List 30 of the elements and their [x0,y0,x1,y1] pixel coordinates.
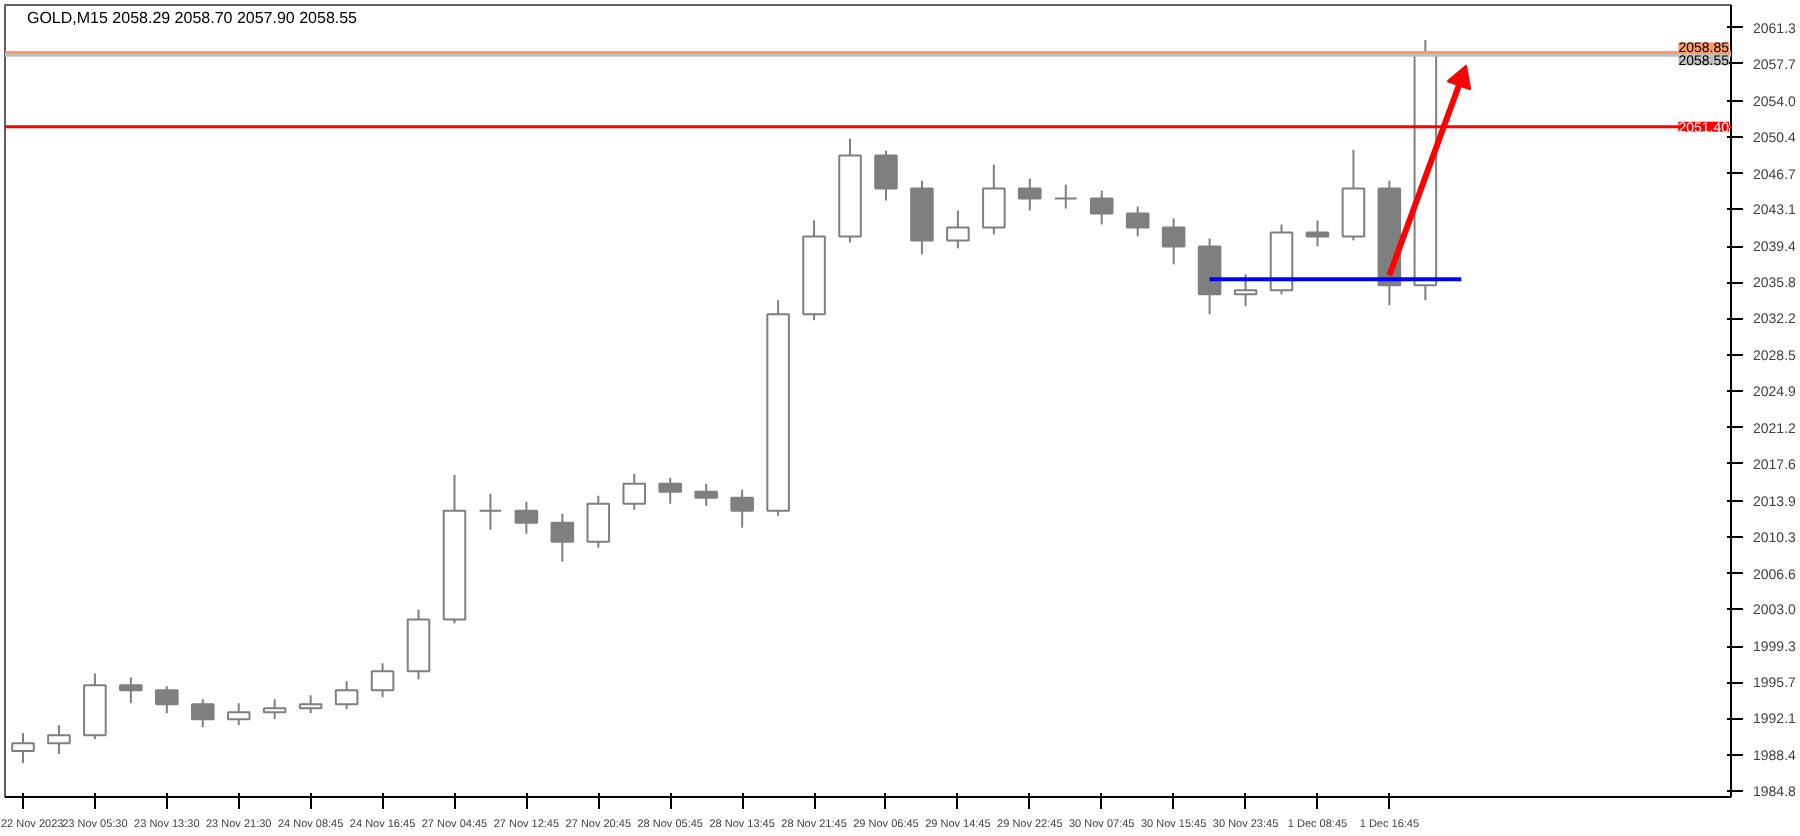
candlestick [622,472,647,511]
candlestick [47,724,71,756]
candlestick [119,676,143,705]
candlestick [1018,177,1042,212]
candlestick [370,662,395,699]
candlestick [982,163,1006,236]
candlestick [658,476,683,505]
candlestick [946,209,970,250]
candlestick [334,680,359,711]
candlestick [190,698,215,729]
candlestick [262,698,287,721]
chart-title: GOLD,M15 2058.29 2058.70 2057.90 2058.55 [26,9,359,27]
candlestick [1125,205,1150,238]
candlestick [1197,237,1222,316]
candlestick [11,732,35,765]
candlestick [550,512,575,563]
candlestick [730,488,754,529]
candlestick [1161,217,1186,266]
candlestick [586,494,611,549]
candlestick [1053,183,1078,210]
candlestick [226,702,251,727]
candlestick [155,685,179,715]
candlestick [694,482,718,507]
candlestick [514,500,539,535]
candlestick [1233,273,1258,308]
candlestick [1305,219,1330,248]
candlestick [874,149,898,202]
candlestick [1341,148,1366,242]
candlestick [1089,189,1114,226]
candlestick [478,492,503,531]
